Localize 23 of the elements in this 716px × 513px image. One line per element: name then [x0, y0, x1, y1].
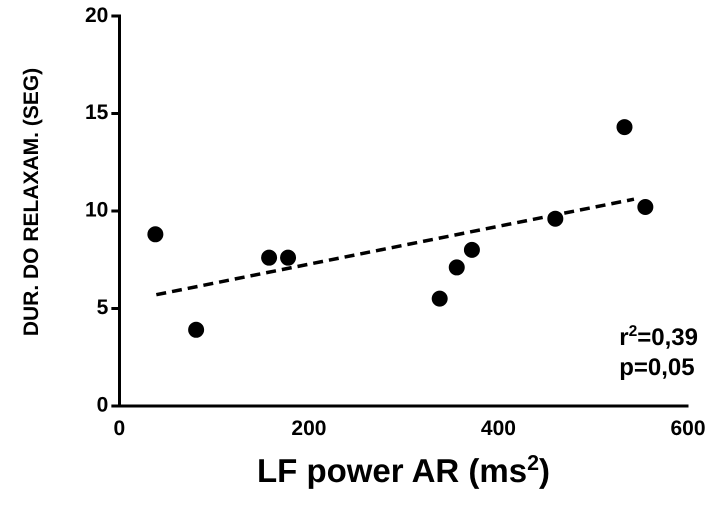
y-tick-label: 10 — [85, 198, 108, 222]
point — [637, 199, 654, 215]
point — [464, 242, 480, 258]
x-tick-label: 0 — [114, 417, 126, 440]
x-tick-label: 600 — [670, 417, 706, 440]
point — [547, 210, 564, 227]
point — [616, 119, 632, 136]
y-tick-label: 0 — [96, 394, 108, 417]
point — [188, 322, 204, 338]
point — [448, 259, 465, 276]
y-tick-label: 15 — [85, 101, 109, 124]
point — [432, 290, 448, 307]
x-tick-label: 400 — [480, 417, 516, 440]
x-axis-title: LF power AR (ms$^{2}$) — [256, 451, 552, 490]
y-tick-label: 5 — [96, 296, 109, 320]
point — [261, 250, 278, 266]
y-axis-title: DUR. DO RELAXAM. (SEG) — [20, 66, 44, 338]
annotation: r$^{2}$=0,39 — [619, 323, 698, 353]
y-tick-label: 20 — [85, 4, 108, 27]
annotation: p=0,05 — [619, 353, 696, 383]
point — [280, 250, 296, 266]
x-tick-label: 200 — [291, 417, 326, 440]
point — [147, 226, 164, 242]
